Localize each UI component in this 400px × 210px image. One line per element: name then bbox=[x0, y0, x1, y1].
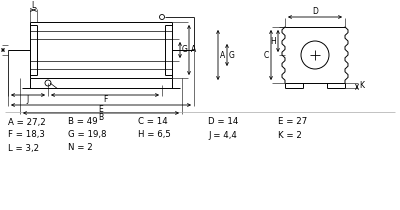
Text: F: F bbox=[103, 96, 107, 105]
Text: C: C bbox=[263, 50, 269, 59]
Text: L: L bbox=[31, 0, 36, 9]
Text: D: D bbox=[312, 8, 318, 17]
Text: A: A bbox=[220, 50, 226, 59]
Text: G: G bbox=[182, 46, 188, 55]
Text: H: H bbox=[270, 37, 276, 46]
Text: K: K bbox=[360, 81, 364, 90]
Text: J = 4,4: J = 4,4 bbox=[208, 130, 237, 139]
Text: B = 49: B = 49 bbox=[68, 118, 98, 126]
Text: E = 27: E = 27 bbox=[278, 118, 307, 126]
Text: H = 6,5: H = 6,5 bbox=[138, 130, 171, 139]
Text: N = 2: N = 2 bbox=[68, 143, 93, 152]
Text: J: J bbox=[27, 96, 29, 105]
Text: E: E bbox=[99, 105, 103, 114]
Text: D = 14: D = 14 bbox=[208, 118, 238, 126]
Text: C = 14: C = 14 bbox=[138, 118, 168, 126]
Text: K = 2: K = 2 bbox=[278, 130, 302, 139]
Text: L = 3,2: L = 3,2 bbox=[8, 143, 39, 152]
Text: B: B bbox=[98, 113, 104, 122]
Text: A: A bbox=[191, 46, 197, 55]
Text: G = 19,8: G = 19,8 bbox=[68, 130, 106, 139]
Text: A = 27,2: A = 27,2 bbox=[8, 118, 46, 126]
Text: G: G bbox=[229, 50, 235, 59]
Text: F = 18,3: F = 18,3 bbox=[8, 130, 45, 139]
